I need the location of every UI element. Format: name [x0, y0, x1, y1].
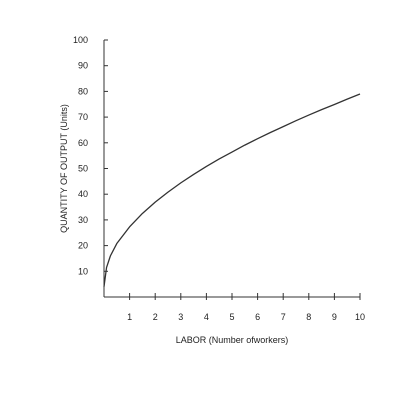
y-tick-label: 70 — [78, 112, 88, 122]
x-tick-label: 9 — [332, 312, 337, 322]
x-axis-title: LABOR (Number ofworkers) — [176, 335, 289, 345]
y-tick-label: 50 — [78, 164, 88, 174]
y-tick-label: 30 — [78, 215, 88, 225]
y-tick-label: 40 — [78, 189, 88, 199]
y-axis-title: QUANTITY OF OUTPUT (Units) — [59, 104, 69, 233]
x-axis-ticks: 1 2 3 4 5 6 7 8 9 10 — [127, 293, 365, 322]
total-product-curve — [103, 93, 361, 287]
y-tick-label: 10 — [78, 266, 88, 276]
x-tick-label: 6 — [255, 312, 260, 322]
x-tick-label: 5 — [229, 312, 234, 322]
x-tick-label: 10 — [355, 312, 365, 322]
y-tick-label: 100 — [73, 35, 88, 45]
y-tick-label: 80 — [78, 86, 88, 96]
x-tick-label: 7 — [281, 312, 286, 322]
x-tick-label: 1 — [127, 312, 132, 322]
x-tick-label: 2 — [153, 312, 158, 322]
series-layer — [103, 93, 361, 287]
x-tick-label: 3 — [178, 312, 183, 322]
x-tick-label: 8 — [306, 312, 311, 322]
y-tick-label: 20 — [78, 241, 88, 251]
y-axis-ticks: 10 20 30 40 50 60 70 80 90 100 — [73, 35, 108, 276]
y-tick-label: 60 — [78, 138, 88, 148]
x-tick-label: 4 — [204, 312, 209, 322]
y-tick-label: 90 — [78, 61, 88, 71]
